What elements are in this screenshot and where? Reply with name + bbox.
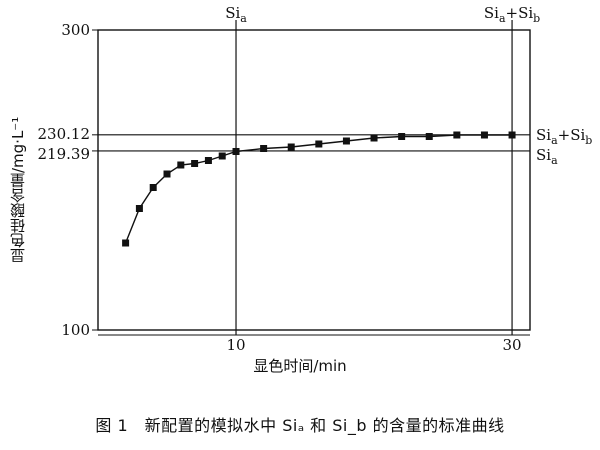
hline-label-0: Sia+Sib: [536, 126, 592, 147]
y-tick-label-3: 100: [61, 321, 90, 339]
y-tick-label-2: 219.39: [38, 145, 91, 163]
data-point-13: [370, 134, 378, 142]
x-axis-label: 显色时间/min: [253, 357, 347, 375]
data-point-16: [453, 131, 461, 139]
y-tick-label-1: 230.12: [38, 125, 91, 143]
x-tick-label-0: 10: [226, 336, 245, 354]
vline-label-0: Sia: [225, 4, 247, 25]
y-axis-label: 显色硅酸含量/mg·L⁻¹: [9, 116, 27, 264]
data-point-18: [508, 131, 516, 139]
data-point-15: [425, 133, 433, 140]
x-tick-label-1: 30: [503, 336, 522, 354]
data-point-17: [480, 131, 488, 139]
data-point-9: [260, 145, 268, 152]
data-point-5: [191, 160, 199, 167]
hline-label-1: Sia: [536, 146, 558, 167]
data-point-10: [287, 143, 295, 151]
data-point-12: [342, 137, 350, 145]
data-point-3: [163, 170, 171, 178]
plot-frame: [97, 29, 531, 331]
figure-caption: 图 1 新配置的模拟水中 Siₐ 和 Si_b 的含量的标准曲线: [95, 416, 505, 435]
data-point-2: [149, 184, 157, 191]
data-point-8: [232, 148, 240, 155]
data-point-0: [122, 239, 130, 247]
data-point-11: [315, 140, 323, 148]
y-tick-label-0: 300: [61, 21, 90, 39]
data-point-4: [177, 161, 185, 169]
data-point-6: [204, 157, 212, 164]
data-point-1: [135, 205, 143, 212]
data-point-7: [218, 152, 226, 160]
data-point-14: [398, 133, 406, 140]
vline-label-1: Sia+Sib: [484, 4, 540, 25]
